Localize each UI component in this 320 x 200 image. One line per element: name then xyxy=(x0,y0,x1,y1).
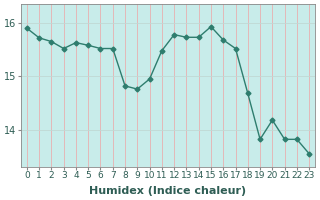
X-axis label: Humidex (Indice chaleur): Humidex (Indice chaleur) xyxy=(90,186,247,196)
